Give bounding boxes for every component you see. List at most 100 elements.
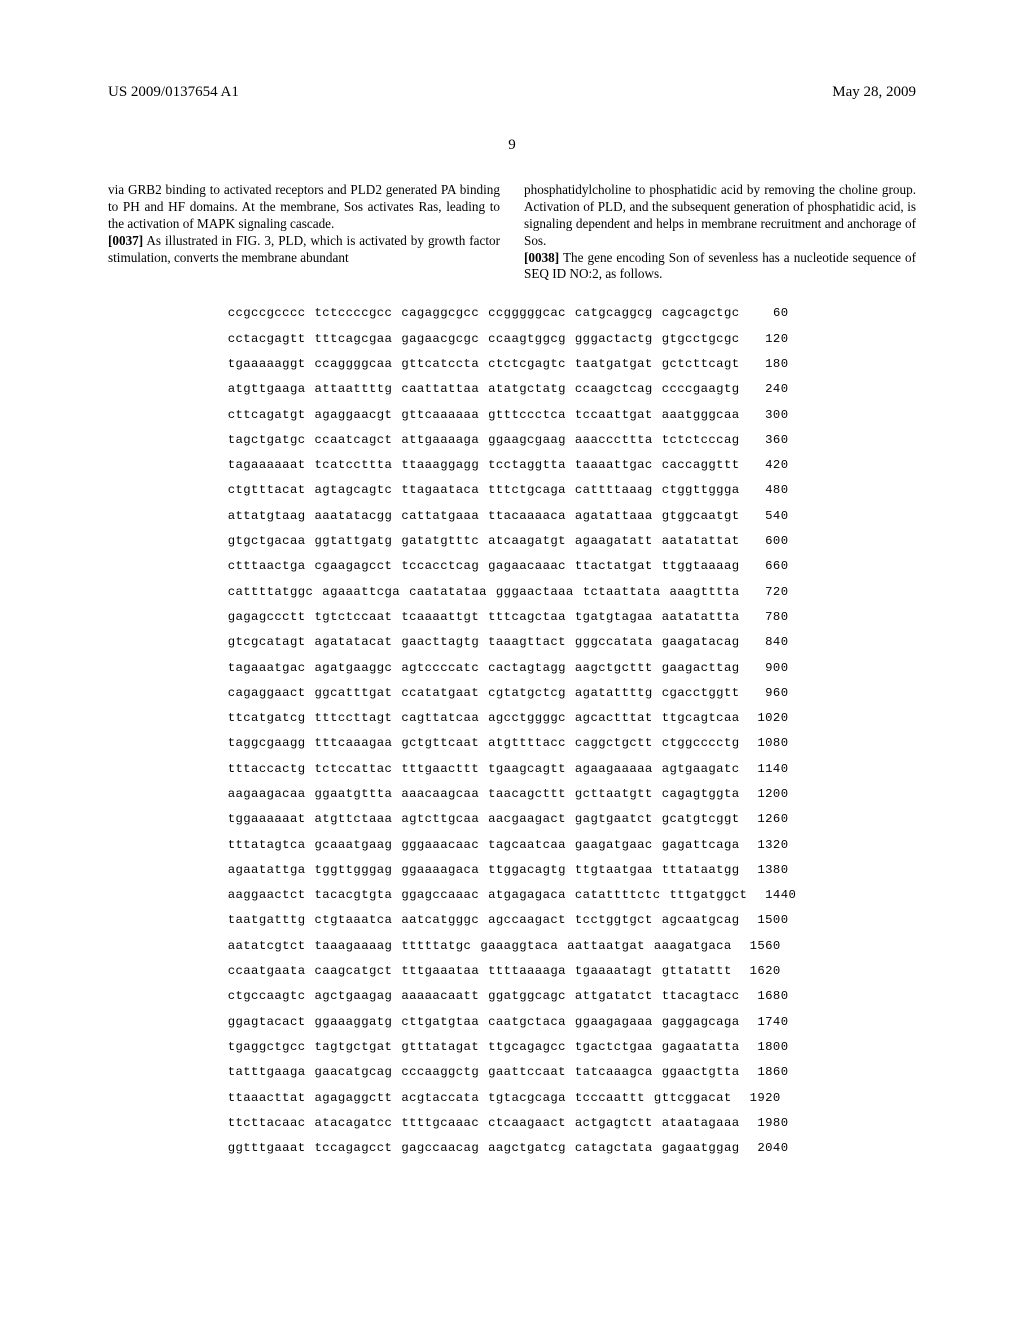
sequence-group: cccaaggctg	[401, 1065, 479, 1079]
sequence-group: ttgcagagcc	[488, 1040, 566, 1054]
sequence-row: tatttgaagagaacatgcagcccaaggctggaattccaat…	[228, 1066, 797, 1078]
left-column: via GRB2 binding to activated receptors …	[108, 182, 500, 283]
sequence-position: 1800	[749, 1041, 789, 1053]
sequence-group: tccacctcag	[401, 559, 479, 573]
sequence-row: agaatattgatggttgggagggaaaagacattggacagtg…	[228, 864, 797, 876]
sequence-group: tcccaattt	[575, 1091, 645, 1105]
sequence-position: 1740	[749, 1016, 789, 1028]
sequence-row: tagctgatgcccaatcagctattgaaaagaggaagcgaag…	[228, 434, 797, 446]
sequence-position: 480	[749, 484, 789, 496]
sequence-group: ggcatttgat	[315, 686, 393, 700]
sequence-group: aagaagacaa	[228, 787, 306, 801]
sequence-group: cgtatgctcg	[488, 686, 566, 700]
sequence-group: gttcatccta	[401, 357, 479, 371]
sequence-group: tatttgaaga	[228, 1065, 306, 1079]
sequence-position: 900	[749, 662, 789, 674]
sequence-group: atgagagaca	[488, 888, 566, 902]
sequence-row: tagaaaaaattcatcctttattaaaggaggtcctaggtta…	[228, 459, 797, 471]
sequence-group: agccaagact	[488, 913, 566, 927]
sequence-group: cagaggcgcc	[401, 306, 479, 320]
sequence-group: tttttatgc	[401, 939, 471, 953]
sequence-group: ggtattgatg	[315, 534, 393, 548]
sequence-row: aagaagacaaggaatgtttaaaacaagcaataacagcttt…	[228, 788, 797, 800]
sequence-group: ttttgcaaac	[401, 1116, 479, 1130]
sequence-group: ccaagctcag	[575, 382, 653, 396]
sequence-group: gagagccctt	[228, 610, 306, 624]
sequence-group: aaagtttta	[669, 585, 739, 599]
sequence-group: ggaagagaaa	[575, 1015, 653, 1029]
sequence-group: atgttctaaa	[315, 812, 393, 826]
sequence-row: taggcgaaggtttcaaagaagctgttcaatatgttttacc…	[228, 737, 797, 749]
sequence-group: cttcagatgt	[228, 408, 306, 422]
sequence-group: caattattaa	[401, 382, 479, 396]
para-num-0037: [0037]	[108, 233, 143, 248]
sequence-group: gaaaggtaca	[480, 939, 558, 953]
sequence-group: ttaaacttat	[228, 1091, 306, 1105]
sequence-position: 1080	[749, 737, 789, 749]
sequence-group: atgttttacc	[488, 736, 566, 750]
sequence-group: taaaattgac	[575, 458, 653, 472]
sequence-group: attaattttg	[315, 382, 393, 396]
sequence-row: tgaaaaaggtccaggggcaagttcatcctactctcgagtc…	[228, 358, 797, 370]
sequence-group: gcaaatgaag	[315, 838, 393, 852]
sequence-group: agcaatgcag	[662, 913, 740, 927]
sequence-group: tgtacgcaga	[488, 1091, 566, 1105]
sequence-group: gggccatata	[575, 635, 653, 649]
sequence-group: catagctata	[575, 1141, 653, 1155]
sequence-group: gtttatagat	[401, 1040, 479, 1054]
sequence-position: 300	[749, 409, 789, 421]
sequence-row: gagagccctttgtctccaattcaaaattgttttcagctaa…	[228, 611, 797, 623]
sequence-group: agcactttat	[575, 711, 653, 725]
sequence-group: tgaagcagtt	[488, 762, 566, 776]
sequence-group: cagaggaact	[228, 686, 306, 700]
sequence-group: cctacgagtt	[228, 332, 306, 346]
sequence-group: cattttaaag	[575, 483, 653, 497]
sequence-group: ccgccgcccc	[228, 306, 306, 320]
sequence-group: ggaaaagaca	[401, 863, 479, 877]
sequence-group: ggaaaggatg	[315, 1015, 393, 1029]
sequence-group: agcctggggc	[488, 711, 566, 725]
sequence-group: tcatccttta	[315, 458, 393, 472]
sequence-group: ttgcagtcaa	[662, 711, 740, 725]
sequence-group: caccaggttt	[662, 458, 740, 472]
right-para-1: phosphatidylcholine to phosphatidic acid…	[524, 182, 916, 248]
doc-date: May 28, 2009	[832, 84, 916, 101]
sequence-group: tgatgtagaa	[575, 610, 653, 624]
sequence-group: tttataatgg	[662, 863, 740, 877]
sequence-position: 540	[749, 510, 789, 522]
sequence-group: ggatggcagc	[488, 989, 566, 1003]
sequence-group: taacagcttt	[488, 787, 566, 801]
sequence-row: cttcagatgtagaggaacgtgttcaaaaaagtttccctca…	[228, 409, 797, 421]
sequence-row: ttcttacaacatacagatccttttgcaaacctcaagaact…	[228, 1117, 797, 1129]
sequence-group: ctgtaaatca	[315, 913, 393, 927]
sequence-group: cattatgaaa	[401, 509, 479, 523]
sequence-position: 2040	[749, 1142, 789, 1154]
sequence-group: ccaagtggcg	[488, 332, 566, 346]
sequence-group: gaattccaat	[488, 1065, 566, 1079]
sequence-group: agtagcagtc	[315, 483, 393, 497]
sequence-group: tttgaacttt	[401, 762, 479, 776]
sequence-group: gttatattt	[662, 964, 732, 978]
sequence-group: tttatagtca	[228, 838, 306, 852]
sequence-group: ccaatgaata	[228, 964, 306, 978]
sequence-group: catattttctc	[575, 888, 661, 902]
sequence-position: 420	[749, 459, 789, 471]
sequence-group: agatatacat	[315, 635, 393, 649]
sequence-group: tagaaatgac	[228, 661, 306, 675]
sequence-group: ttcttacaac	[228, 1116, 306, 1130]
sequence-group: gtttccctca	[488, 408, 566, 422]
sequence-group: ggaactgtta	[662, 1065, 740, 1079]
sequence-group: tgaaaatagt	[575, 964, 653, 978]
sequence-group: cgaagagcct	[315, 559, 393, 573]
sequence-group: cttgatgtaa	[401, 1015, 479, 1029]
sequence-group: agatgaaggc	[315, 661, 393, 675]
sequence-group: aagctgatcg	[488, 1141, 566, 1155]
body-columns: via GRB2 binding to activated receptors …	[108, 182, 916, 283]
sequence-group: gtcgcatagt	[228, 635, 306, 649]
sequence-row: ggtttgaaattccagagcctgagccaacagaagctgatcg…	[228, 1142, 797, 1154]
sequence-row: ttcatgatcgtttccttagtcagttatcaaagcctggggc…	[228, 712, 797, 724]
sequence-group: gttcggacat	[654, 1091, 732, 1105]
sequence-group: aatatcgtct	[228, 939, 306, 953]
sequence-group: gagaatatta	[662, 1040, 740, 1054]
sequence-group: tgaggctgcc	[228, 1040, 306, 1054]
